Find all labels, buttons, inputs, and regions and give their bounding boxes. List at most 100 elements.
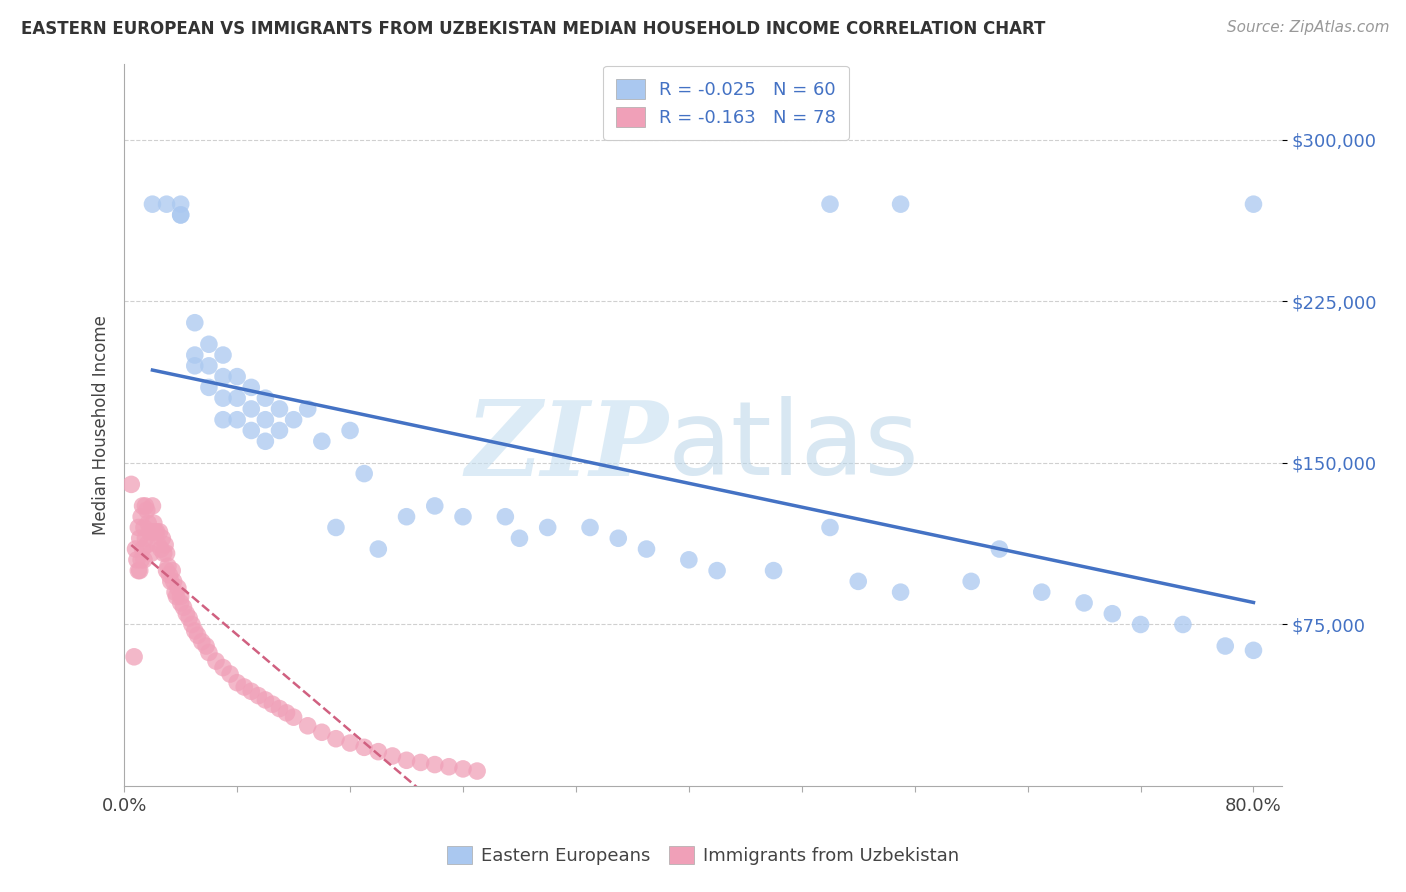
Point xyxy=(254,693,277,707)
Point xyxy=(155,197,177,211)
Point xyxy=(890,585,912,599)
Point xyxy=(1171,617,1194,632)
Point xyxy=(269,701,291,715)
Point xyxy=(269,424,291,438)
Point xyxy=(706,564,728,578)
Point xyxy=(960,574,983,589)
Point xyxy=(437,760,460,774)
Point xyxy=(818,520,841,534)
Point xyxy=(240,401,263,416)
Point xyxy=(212,348,235,362)
Point xyxy=(762,564,785,578)
Point xyxy=(145,524,167,539)
Point xyxy=(132,520,155,534)
Point xyxy=(134,531,156,545)
Text: Source: ZipAtlas.com: Source: ZipAtlas.com xyxy=(1226,20,1389,35)
Point xyxy=(198,359,221,373)
Point xyxy=(141,524,163,539)
Point xyxy=(138,524,160,539)
Point xyxy=(170,208,193,222)
Point xyxy=(247,689,270,703)
Point xyxy=(395,509,418,524)
Point xyxy=(125,553,148,567)
Legend: R = -0.025   N = 60, R = -0.163   N = 78: R = -0.025 N = 60, R = -0.163 N = 78 xyxy=(603,66,849,140)
Point xyxy=(226,369,249,384)
Point xyxy=(179,611,201,625)
Point xyxy=(131,542,153,557)
Point xyxy=(136,516,159,531)
Point xyxy=(678,553,700,567)
Point xyxy=(142,516,165,531)
Point xyxy=(187,628,209,642)
Point xyxy=(537,520,560,534)
Point xyxy=(198,646,221,660)
Point xyxy=(240,380,263,394)
Point xyxy=(367,745,389,759)
Point xyxy=(353,740,375,755)
Point xyxy=(1101,607,1123,621)
Point xyxy=(283,710,305,724)
Point xyxy=(297,719,319,733)
Point xyxy=(198,337,221,351)
Point xyxy=(325,520,347,534)
Point xyxy=(1073,596,1095,610)
Text: ZIP: ZIP xyxy=(465,396,668,498)
Point xyxy=(122,649,145,664)
Point xyxy=(181,617,204,632)
Point xyxy=(132,553,155,567)
Point xyxy=(254,434,277,449)
Point xyxy=(184,624,207,638)
Point xyxy=(381,748,404,763)
Point xyxy=(212,391,235,405)
Point xyxy=(353,467,375,481)
Point xyxy=(339,736,361,750)
Point xyxy=(150,531,173,545)
Point xyxy=(226,413,249,427)
Point xyxy=(636,542,658,557)
Point xyxy=(120,477,142,491)
Point xyxy=(184,359,207,373)
Point xyxy=(508,531,530,545)
Point xyxy=(198,380,221,394)
Legend: Eastern Europeans, Immigrants from Uzbekistan: Eastern Europeans, Immigrants from Uzbek… xyxy=(437,837,969,874)
Point xyxy=(141,499,163,513)
Point xyxy=(170,596,193,610)
Point xyxy=(240,424,263,438)
Point xyxy=(254,391,277,405)
Point xyxy=(131,499,153,513)
Point xyxy=(297,401,319,416)
Point xyxy=(233,680,256,694)
Point xyxy=(212,660,235,674)
Point xyxy=(579,520,602,534)
Point xyxy=(184,348,207,362)
Point xyxy=(146,538,169,552)
Point xyxy=(276,706,298,720)
Y-axis label: Median Household Income: Median Household Income xyxy=(93,315,110,535)
Point xyxy=(129,509,152,524)
Point xyxy=(212,413,235,427)
Point xyxy=(165,590,187,604)
Point xyxy=(170,197,193,211)
Point xyxy=(607,531,630,545)
Point xyxy=(153,538,176,552)
Point xyxy=(167,581,190,595)
Point xyxy=(325,731,347,746)
Point xyxy=(195,639,218,653)
Point xyxy=(162,574,184,589)
Point xyxy=(1243,197,1265,211)
Point xyxy=(141,197,163,211)
Point xyxy=(159,574,181,589)
Point xyxy=(465,764,488,778)
Point xyxy=(170,590,193,604)
Point xyxy=(156,559,179,574)
Point xyxy=(283,413,305,427)
Point xyxy=(191,634,214,648)
Point xyxy=(846,574,869,589)
Point xyxy=(890,197,912,211)
Point xyxy=(205,654,228,668)
Point xyxy=(395,753,418,767)
Point xyxy=(212,369,235,384)
Point xyxy=(135,538,157,552)
Point xyxy=(311,434,333,449)
Point xyxy=(988,542,1011,557)
